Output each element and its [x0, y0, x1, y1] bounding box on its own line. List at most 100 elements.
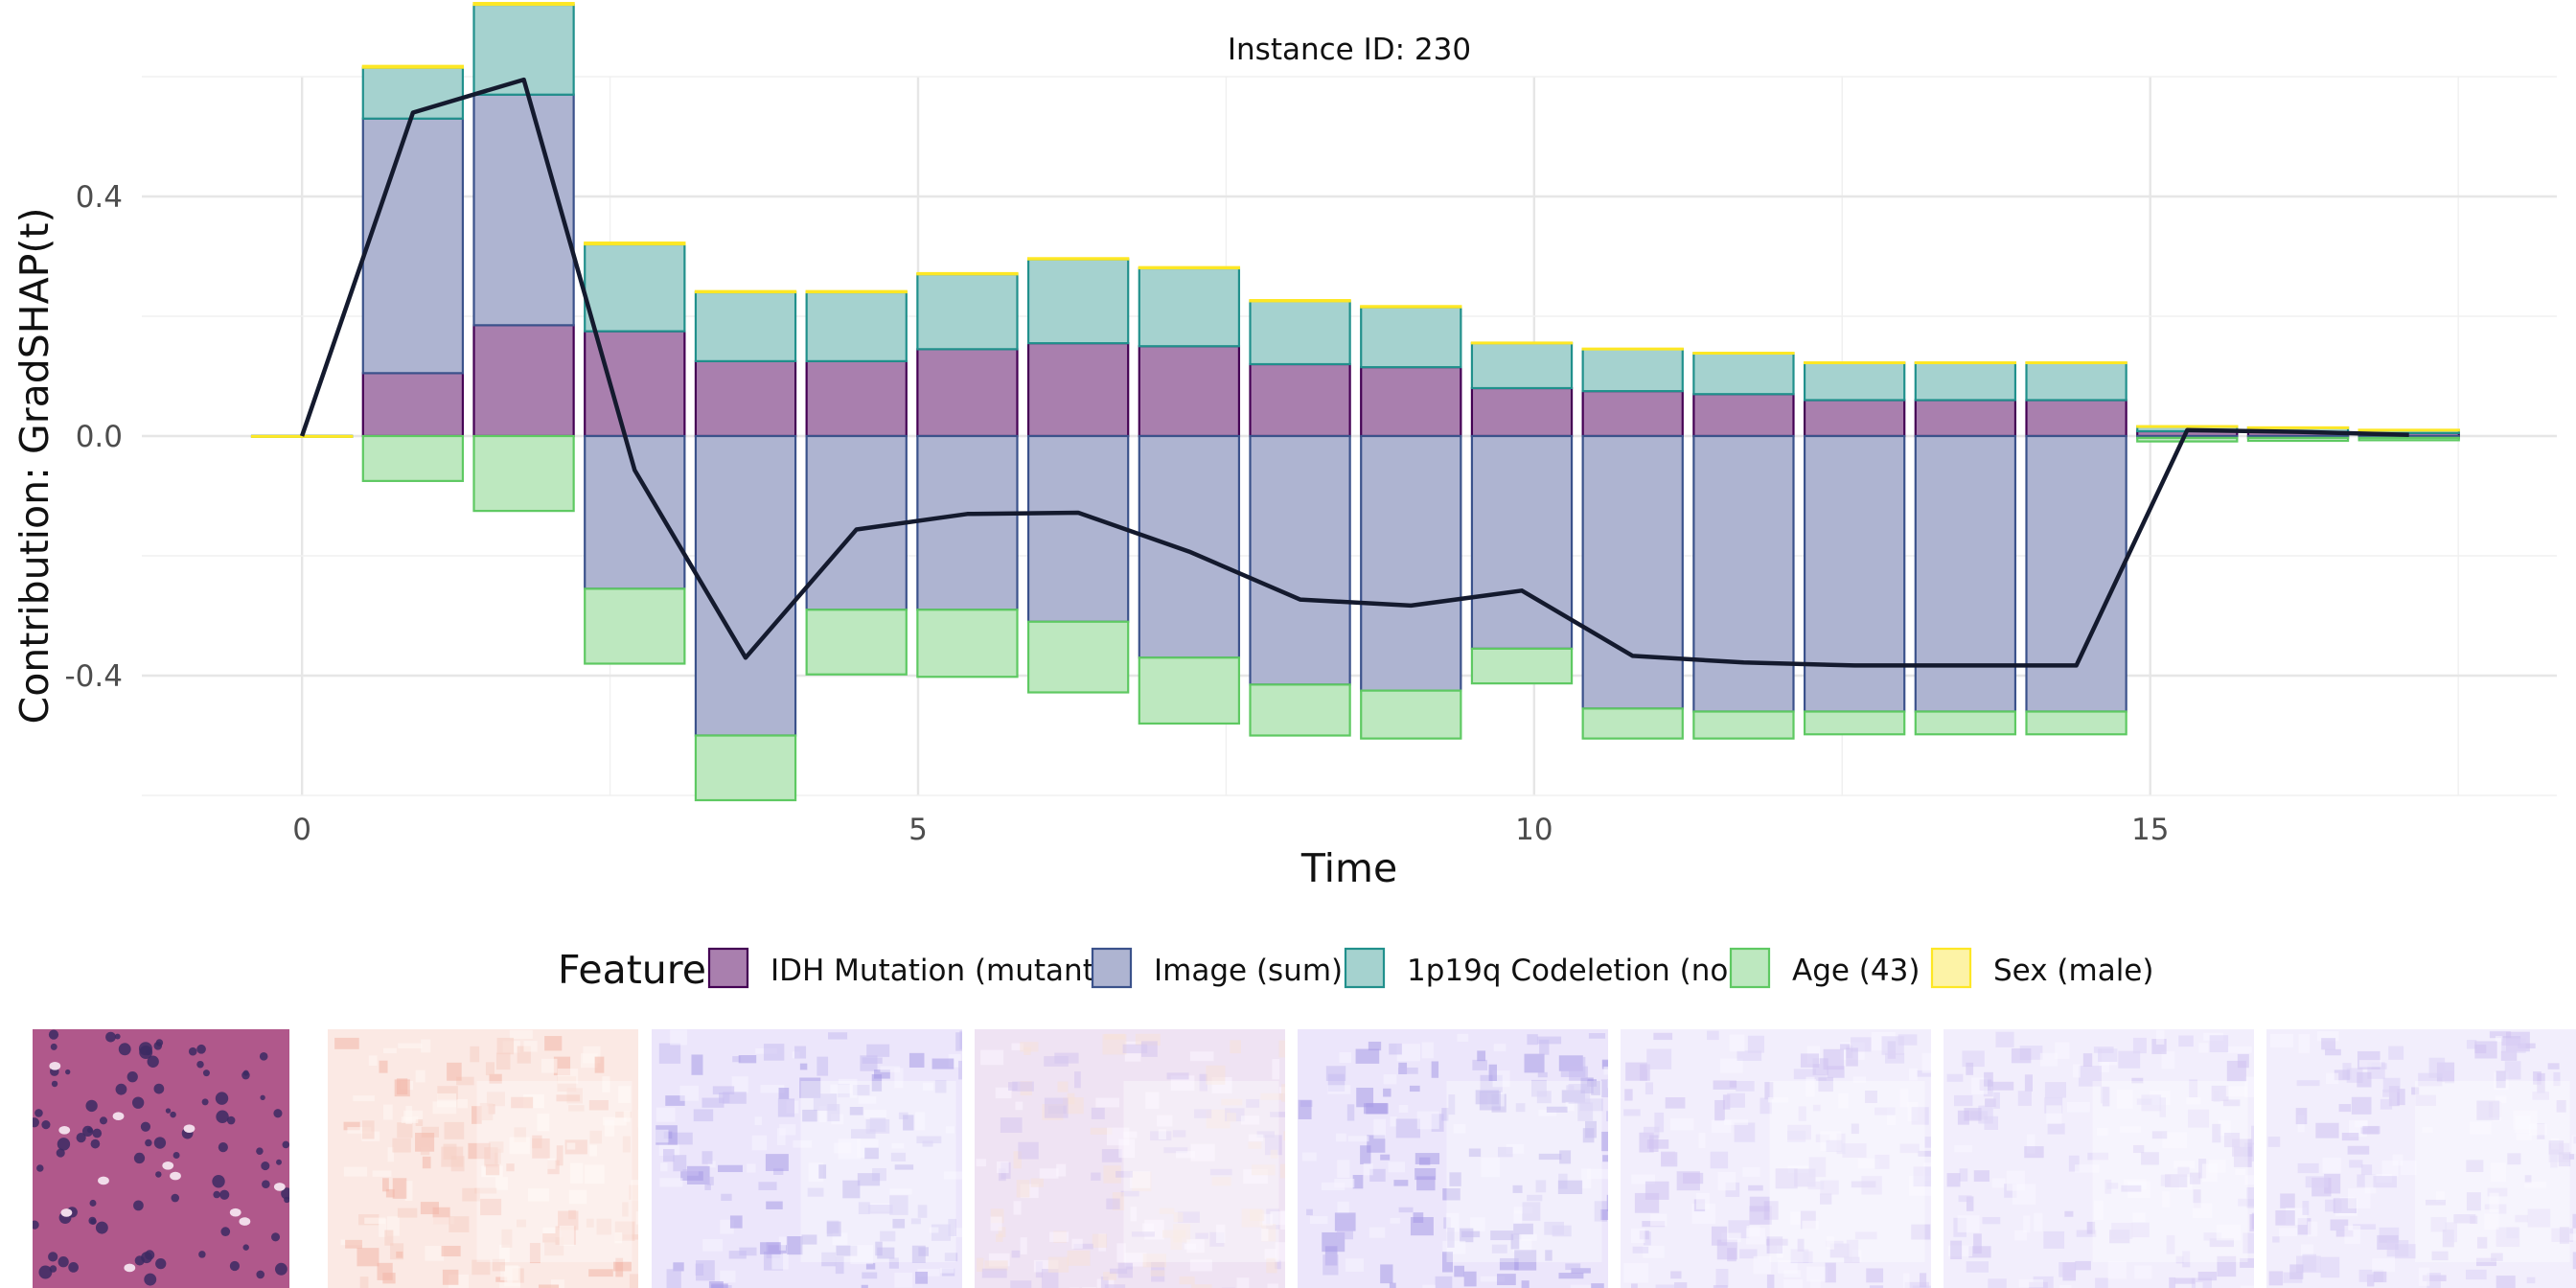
- legend: Feature IDH Mutation (mutant) Image (sum)…: [558, 947, 2153, 993]
- bar-segment: [1581, 434, 1684, 710]
- bar-segment: [1360, 434, 1462, 692]
- bar-segment: [2025, 361, 2128, 402]
- legend-label: 1p19q Codeletion (no): [1407, 954, 1739, 988]
- attribution-map-3: [975, 1029, 1285, 1288]
- bar-segment: [1026, 434, 1130, 623]
- bar-segment: [2136, 436, 2239, 443]
- bar-segment: [1360, 689, 1462, 740]
- bar-segment: [694, 734, 797, 802]
- legend-swatch: [1930, 947, 1972, 989]
- y-tick-label: 0.0: [76, 420, 123, 454]
- bar-segment: [2025, 361, 2128, 365]
- bar-segment: [1581, 348, 1684, 393]
- bar-segment: [1692, 393, 1795, 438]
- chart-title: Instance ID: 230: [1228, 33, 1471, 67]
- bar-segment: [472, 2, 575, 7]
- bar-segment: [2025, 434, 2128, 713]
- attribution-map-7: [2266, 1029, 2576, 1288]
- y-axis-label: Contribution: GradSHAP(t): [12, 208, 58, 724]
- bar-segment: [916, 434, 1019, 611]
- x-tick-label: 15: [2131, 813, 2169, 847]
- bar-segment: [1360, 306, 1462, 369]
- legend-title: Feature: [558, 947, 706, 993]
- bar-segment: [1581, 390, 1684, 438]
- bar-segment: [1914, 361, 2017, 402]
- legend-swatch: [1344, 947, 1386, 989]
- bar-segment: [805, 290, 908, 362]
- bar-segment: [1581, 347, 1684, 351]
- x-tick-label: 5: [908, 813, 928, 847]
- bar-segment: [916, 273, 1019, 351]
- attribution-map-5: [1621, 1029, 1931, 1288]
- bar-segment: [1914, 361, 2017, 365]
- bar-segment: [805, 359, 908, 438]
- bar-segment: [1581, 707, 1684, 740]
- legend-label: IDH Mutation (mutant): [770, 954, 1106, 988]
- bar-segment: [2136, 425, 2239, 428]
- bar-segment: [584, 242, 686, 333]
- attribution-map-6: [1944, 1029, 2254, 1288]
- bar-segment: [1026, 342, 1130, 438]
- bar-segment: [1138, 434, 1241, 659]
- bar-segment: [1803, 361, 1906, 402]
- bar-segment: [472, 93, 575, 327]
- bar-segment: [361, 372, 465, 438]
- legend-swatch: [1729, 947, 1771, 989]
- bar-segment: [805, 289, 908, 294]
- bar-segment: [694, 434, 797, 737]
- bar-segment: [1470, 434, 1574, 650]
- bar-segment: [694, 359, 797, 438]
- bar-segment: [1803, 361, 1906, 365]
- x-axis-label: Time: [1300, 845, 1397, 891]
- legend-label: Age (43): [1792, 954, 1920, 988]
- bar-segment: [1914, 399, 2017, 438]
- bar-segment: [2246, 436, 2350, 443]
- bar-segment: [694, 290, 797, 362]
- legend-label: Sex (male): [1993, 954, 2153, 988]
- y-tick-label: 0.4: [76, 180, 123, 215]
- bar-segment: [1026, 257, 1130, 261]
- histology-patch: [33, 1029, 289, 1288]
- x-tick-label: 0: [292, 813, 311, 847]
- bar-segment: [1470, 386, 1574, 438]
- y-tick-label: -0.4: [65, 659, 124, 694]
- bar-segment: [2246, 426, 2350, 429]
- x-tick-label: 10: [1515, 813, 1552, 847]
- bar-segment: [1026, 258, 1130, 345]
- bar-segment: [916, 348, 1019, 438]
- legend-label: Image (sum): [1154, 954, 1343, 988]
- bar-segment: [2025, 710, 2128, 736]
- bar-segment: [2025, 399, 2128, 438]
- bar-segment: [1914, 434, 2017, 713]
- bar-segment: [2358, 436, 2460, 442]
- bar-segment: [361, 64, 465, 69]
- bar-segment: [472, 434, 575, 513]
- bar-segment: [1249, 434, 1351, 686]
- attribution-map-1: [328, 1029, 638, 1288]
- attribution-map-2: [652, 1029, 962, 1288]
- bar-segment: [584, 434, 686, 590]
- total-line-path: [299, 77, 2409, 668]
- bar-segment: [1914, 710, 2017, 736]
- stacked-bars: [250, 2, 2460, 802]
- bar-segment: [1249, 362, 1351, 438]
- bar-segment: [1470, 647, 1574, 685]
- bar-segment: [584, 242, 686, 246]
- bar-segment: [916, 271, 1019, 276]
- bar-segment: [1692, 434, 1795, 713]
- bar-segment: [1692, 352, 1795, 356]
- bar-segment: [1249, 300, 1351, 366]
- bar-segment: [472, 324, 575, 438]
- bar-segment: [1470, 342, 1574, 390]
- bar-segment: [1692, 710, 1795, 740]
- bar-segment: [1692, 352, 1795, 396]
- bar-segment: [916, 609, 1019, 678]
- bar-segment: [1803, 710, 1906, 736]
- attribution-map-4: [1298, 1029, 1608, 1288]
- bar-segment: [1026, 620, 1130, 694]
- bar-segment: [250, 434, 354, 438]
- bar-segment: [584, 587, 686, 665]
- bar-segment: [2358, 428, 2460, 432]
- bar-segment: [361, 117, 465, 375]
- bar-segment: [361, 434, 465, 482]
